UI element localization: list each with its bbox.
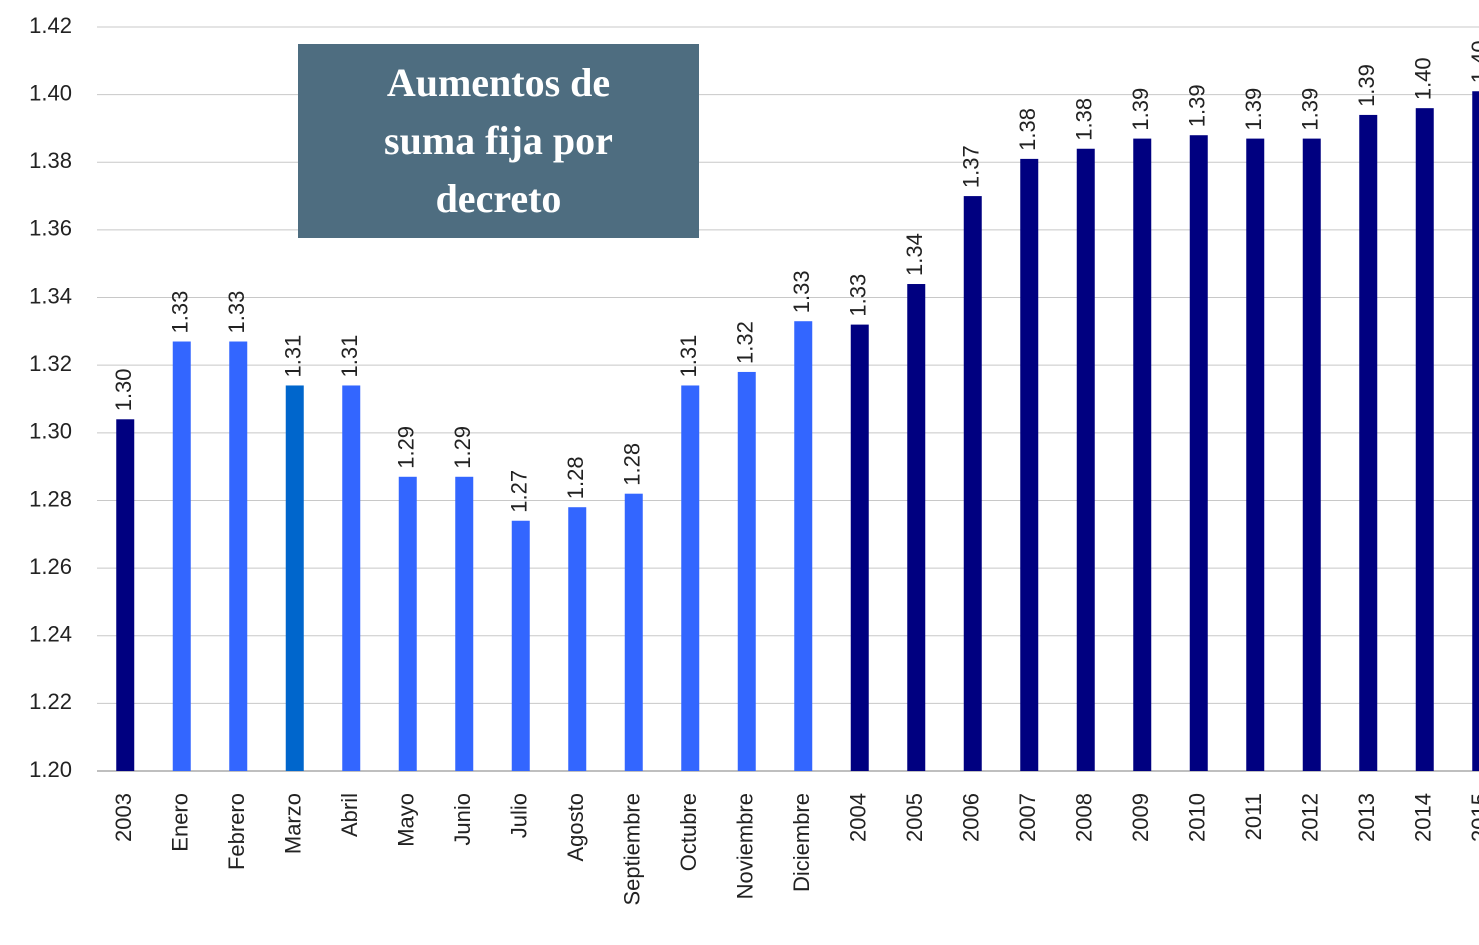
data-label: 1.40 <box>1467 40 1479 83</box>
data-label: 1.28 <box>563 456 588 499</box>
data-label: 1.27 <box>507 470 532 513</box>
data-label: 1.40 <box>1411 57 1436 100</box>
y-tick-label: 1.24 <box>29 622 72 647</box>
x-tick-label: Diciembre <box>789 793 814 892</box>
x-tick-label: Noviembre <box>733 793 758 899</box>
x-tick-label: Febrero <box>224 793 249 870</box>
data-label: 1.33 <box>789 270 814 313</box>
data-label: 1.30 <box>111 368 136 411</box>
bar <box>681 385 700 771</box>
bar <box>342 385 361 771</box>
data-label: 1.34 <box>902 233 927 276</box>
y-tick-label: 1.22 <box>29 689 72 714</box>
x-tick-label: Julio <box>507 793 532 838</box>
data-label: 1.39 <box>1128 88 1153 131</box>
y-tick-label: 1.36 <box>29 216 72 241</box>
bar <box>963 196 982 771</box>
bar <box>1472 91 1479 772</box>
x-tick-label: Mayo <box>394 793 419 847</box>
bar <box>1133 138 1152 772</box>
x-tick-label: 2006 <box>959 793 984 842</box>
y-tick-label: 1.38 <box>29 148 72 173</box>
x-tick-label: 2008 <box>1072 793 1097 842</box>
y-tick-label: 1.26 <box>29 554 72 579</box>
data-label: 1.32 <box>733 321 758 364</box>
bar <box>624 493 643 771</box>
bar <box>794 321 813 771</box>
bar <box>511 520 530 771</box>
bar <box>568 507 587 771</box>
y-tick-label: 1.40 <box>29 80 72 105</box>
x-tick-label: Agosto <box>563 793 588 862</box>
bar <box>1359 114 1378 772</box>
bar <box>1076 148 1095 771</box>
x-tick-label: Enero <box>168 793 193 852</box>
x-tick-label: 2015 <box>1467 793 1479 842</box>
x-tick-label: 2012 <box>1298 793 1323 842</box>
data-label: 1.29 <box>450 426 475 469</box>
x-tick-label: 2009 <box>1128 793 1153 842</box>
data-label: 1.39 <box>1298 88 1323 131</box>
x-tick-label: 2007 <box>1015 793 1040 842</box>
x-tick-label: 2003 <box>111 793 136 842</box>
x-tick-label: 2013 <box>1354 793 1379 842</box>
y-tick-label: 1.34 <box>29 283 72 308</box>
bar <box>116 419 135 771</box>
data-label: 1.33 <box>846 274 871 317</box>
y-tick-label: 1.28 <box>29 486 72 511</box>
x-tick-label: Octubre <box>676 793 701 871</box>
bar <box>1302 138 1321 772</box>
bar <box>907 284 926 771</box>
x-tick-label: 2011 <box>1241 793 1266 840</box>
x-tick-label: 2010 <box>1185 793 1210 842</box>
bar <box>1246 138 1265 772</box>
data-label: 1.29 <box>394 426 419 469</box>
data-label: 1.33 <box>168 291 193 334</box>
bar <box>1415 108 1434 771</box>
data-label: 1.39 <box>1241 88 1266 131</box>
data-label: 1.28 <box>620 443 645 486</box>
x-tick-label: Marzo <box>281 793 306 854</box>
data-label: 1.31 <box>676 335 701 378</box>
x-tick-label: Junio <box>450 793 475 846</box>
x-tick-label: Septiembre <box>620 793 645 906</box>
bar <box>1189 135 1208 771</box>
data-label: 1.39 <box>1354 64 1379 107</box>
data-label: 1.38 <box>1015 108 1040 151</box>
x-tick-label: Abril <box>337 793 362 837</box>
y-tick-label: 1.30 <box>29 419 72 444</box>
bar <box>229 341 248 771</box>
y-tick-label: 1.20 <box>29 757 72 782</box>
data-label: 1.31 <box>337 335 362 378</box>
bar <box>172 341 191 771</box>
data-label: 1.37 <box>959 145 984 188</box>
data-label: 1.38 <box>1072 98 1097 141</box>
y-tick-label: 1.42 <box>29 13 72 38</box>
y-tick-label: 1.32 <box>29 351 72 376</box>
bar <box>285 385 304 771</box>
bar <box>850 324 869 771</box>
data-label: 1.31 <box>281 335 306 378</box>
x-tick-label: 2005 <box>902 793 927 842</box>
bar <box>737 371 756 771</box>
data-label: 1.33 <box>224 291 249 334</box>
bar <box>1020 158 1039 771</box>
annotation: Aumentos de suma fija por decreto <box>298 44 699 238</box>
x-tick-label: 2004 <box>846 793 871 842</box>
data-label: 1.39 <box>1185 84 1210 127</box>
bar <box>455 476 474 771</box>
x-tick-label: 2014 <box>1411 793 1436 842</box>
bar <box>398 476 417 771</box>
